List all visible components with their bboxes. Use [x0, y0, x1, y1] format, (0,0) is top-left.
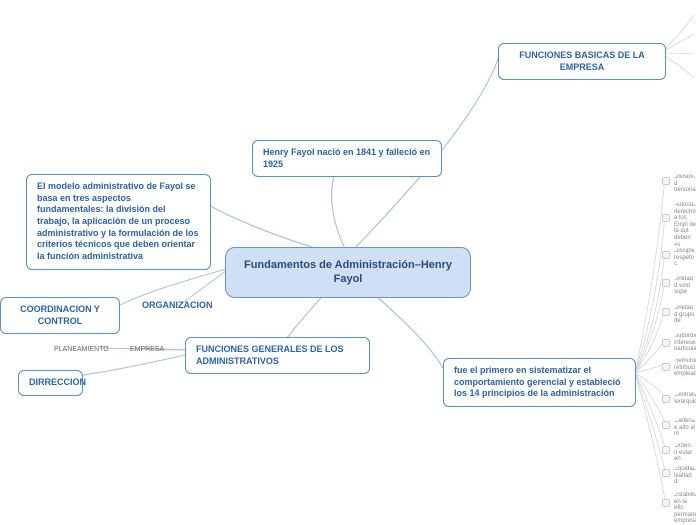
principle-item[interactable]: Cadena e alto al m — [674, 418, 696, 438]
node-henry-bio[interactable]: Henry Fayol nació en 1841 y falleció en … — [252, 140, 442, 177]
bullet-icon — [662, 499, 670, 507]
central-node[interactable]: Fundamentos de Administración–Henry Fayo… — [225, 247, 471, 298]
principle-item[interactable]: División d persona — [674, 174, 696, 194]
bullet-icon — [662, 469, 670, 477]
bullet-icon — [662, 363, 670, 371]
bullet-icon — [662, 214, 670, 222]
bullet-icon — [662, 308, 670, 316]
node-funciones-basicas[interactable]: FUNCIONES BASICAS DE LA EMPRESA — [498, 43, 666, 80]
node-funciones-generales[interactable]: FUNCIONES GENERALES DE LOS ADMINISTRATIV… — [185, 337, 370, 374]
node-direccion[interactable]: DIRRECCION — [18, 370, 83, 396]
principle-item[interactable]: Remuner retribuci empleado — [674, 358, 696, 378]
mindmap-canvas: Fundamentos de Administración–Henry Fayo… — [0, 0, 696, 520]
principle-item[interactable]: Unidad d solo supe — [674, 276, 696, 296]
bullet-icon — [662, 339, 670, 347]
principle-item[interactable]: Orden : o estar en — [674, 443, 696, 463]
node-planeamiento[interactable]: PLANEAMIENTO — [52, 345, 111, 354]
principle-item[interactable]: Disciplin respeto c — [674, 248, 696, 268]
node-coordinacion[interactable]: COORDINACION Y CONTROL — [0, 297, 120, 334]
node-primero[interactable]: fue el primero en sistematizar el compor… — [443, 358, 636, 407]
principle-item[interactable]: Subordin intereses particula — [674, 333, 696, 353]
principle-item[interactable]: Centraliz jerárquic — [674, 392, 696, 405]
node-empresa[interactable]: EMPRESA — [128, 345, 166, 354]
bullet-icon — [662, 446, 670, 454]
principle-item[interactable]: Equidad lealtad d — [674, 466, 696, 486]
node-organizacion[interactable]: ORGANIZACION — [138, 298, 217, 314]
node-modelo[interactable]: El modelo administrativo de Fayol se bas… — [26, 174, 211, 270]
bullet-icon — [662, 421, 670, 429]
bullet-icon — [662, 279, 670, 287]
principle-item[interactable]: Autorida derecho a los Empl de la aut de… — [674, 202, 696, 248]
bullet-icon — [662, 177, 670, 185]
principle-item[interactable]: Unidad d grupo de — [674, 305, 696, 325]
bullet-icon — [662, 395, 670, 403]
principle-item[interactable]: Estabilid en la efic permane empresa — [674, 492, 696, 525]
bullet-icon — [662, 251, 670, 259]
